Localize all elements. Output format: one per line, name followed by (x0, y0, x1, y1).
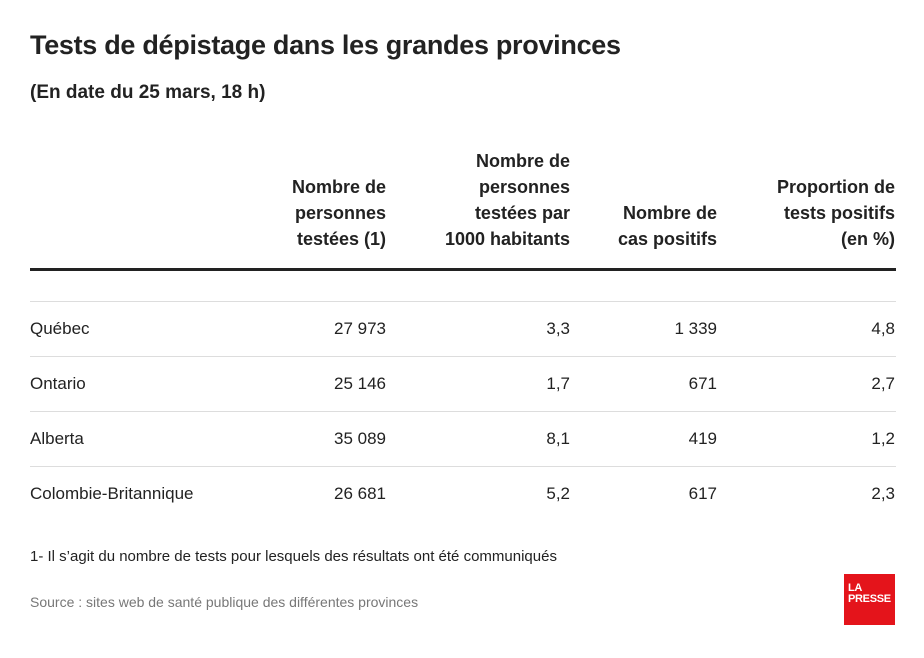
table-row: Colombie-Britannique 26 681 5,2 617 2,3 (30, 467, 896, 521)
header-positive: Nombre de cas positifs (617, 203, 717, 249)
table-header: Nombre de personnes testées (1) Nombre d… (30, 140, 896, 271)
cell-province: Colombie-Britannique (30, 484, 194, 503)
logo-line-1: LA (848, 582, 863, 594)
la-presse-logo: LA PRESSE (844, 574, 895, 625)
cell-positive: 671 (688, 374, 717, 393)
header-proportion: Proportion de tests positifs (en %) (777, 177, 895, 249)
cell-tested: 25 146 (334, 374, 386, 393)
cell-positive: 1 339 (674, 319, 717, 338)
chart-subtitle: (En date du 25 mars, 18 h) (30, 82, 266, 103)
table-row: Ontario 25 146 1,7 671 2,7 (30, 357, 896, 412)
cell-tested: 35 089 (334, 429, 386, 448)
cell-per-1000: 8,1 (546, 429, 570, 448)
table-row: Québec 27 973 3,3 1 339 4,8 (30, 302, 896, 357)
table-row: Alberta 35 089 8,1 419 1,2 (30, 412, 896, 467)
cell-proportion: 1,2 (871, 429, 895, 448)
cell-province: Ontario (30, 374, 86, 393)
table-body: Québec 27 973 3,3 1 339 4,8 Ontario 25 146 1,7 6… (30, 302, 896, 521)
logo-line-2: PRESSE (848, 593, 891, 605)
cell-tested: 26 681 (334, 484, 386, 503)
data-table: Nombre de personnes testées (1) Nombre d… (30, 140, 896, 521)
cell-proportion: 4,8 (871, 319, 895, 338)
header-spacer (30, 271, 896, 302)
chart-title: Tests de dépistage dans les grandes prov… (30, 30, 621, 60)
cell-per-1000: 5,2 (546, 484, 570, 503)
footnote: 1- Il s’agit du nombre de tests pour les… (30, 548, 557, 565)
cell-proportion: 2,3 (871, 484, 895, 503)
cell-tested: 27 973 (334, 319, 386, 338)
cell-province: Québec (30, 319, 90, 338)
header-per-1000: Nombre de personnes testées par 1000 hab… (444, 151, 570, 249)
cell-province: Alberta (30, 429, 84, 448)
source-note: Source : sites web de santé publique des… (30, 594, 419, 610)
cell-positive: 617 (688, 484, 717, 503)
cell-proportion: 2,7 (871, 374, 895, 393)
cell-per-1000: 1,7 (546, 374, 570, 393)
header-tested: Nombre de personnes testées (1) (291, 177, 386, 249)
cell-per-1000: 3,3 (546, 319, 570, 338)
cell-positive: 419 (688, 429, 717, 448)
